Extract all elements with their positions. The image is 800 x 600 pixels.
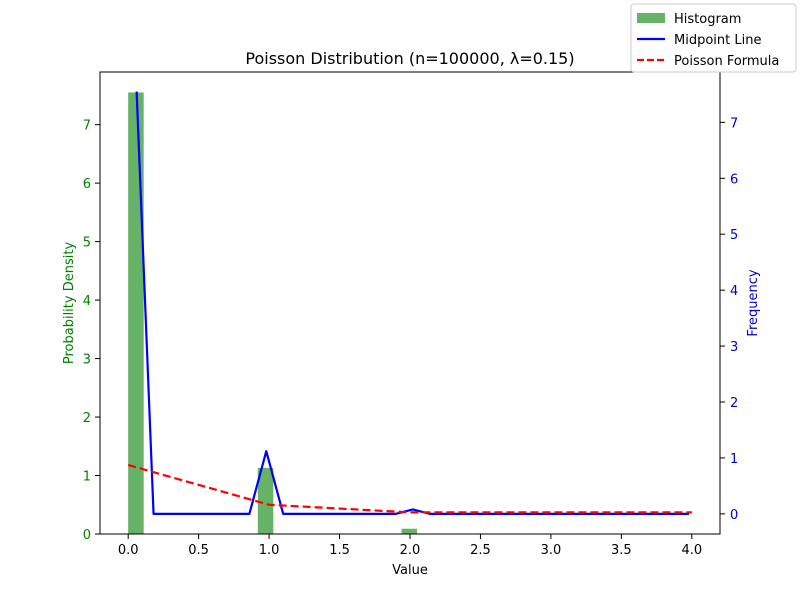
left-y-tick-label: 4 bbox=[83, 294, 91, 309]
right-y-tick-label: 3 bbox=[730, 340, 738, 355]
x-tick-label: 3.0 bbox=[541, 543, 562, 558]
histogram-bar-1 bbox=[257, 467, 274, 534]
right-y-tick-label: 7 bbox=[730, 116, 738, 131]
histogram-bars bbox=[128, 92, 418, 534]
chart-title: Poisson Distribution (n=100000, λ=0.15) bbox=[245, 49, 574, 68]
x-tick-label: 2.5 bbox=[470, 543, 491, 558]
left-y-axis-label: Probability Density bbox=[62, 242, 77, 365]
right-y-tick-label: 2 bbox=[730, 396, 738, 411]
histogram-bar-0 bbox=[128, 92, 144, 534]
x-tick-label: 1.5 bbox=[329, 543, 350, 558]
legend-label-poisson-formula: Poisson Formula bbox=[674, 54, 779, 69]
histogram-bar-2 bbox=[401, 528, 418, 534]
right-y-tick-label: 4 bbox=[730, 284, 738, 299]
left-y-axis-ticks: 0 1 2 3 4 5 6 7 bbox=[83, 119, 100, 543]
legend-label-histogram: Histogram bbox=[674, 12, 741, 27]
legend-swatch-histogram bbox=[637, 13, 665, 23]
right-y-axis-label: Frequency bbox=[746, 269, 761, 336]
midpoint-line bbox=[135, 91, 689, 515]
right-y-tick-label: 6 bbox=[730, 172, 738, 187]
x-tick-label: 4.0 bbox=[681, 543, 702, 558]
left-y-tick-label: 7 bbox=[83, 119, 91, 134]
left-y-tick-label: 2 bbox=[83, 411, 91, 426]
x-tick-label: 3.5 bbox=[611, 543, 632, 558]
right-y-tick-label: 1 bbox=[730, 452, 738, 467]
x-axis-label: Value bbox=[392, 563, 428, 578]
right-y-tick-label: 5 bbox=[730, 228, 738, 243]
x-tick-label: 0.5 bbox=[188, 543, 209, 558]
plot-frame bbox=[99, 71, 721, 535]
legend: Histogram Midpoint Line Poisson Formula bbox=[630, 3, 797, 73]
x-axis-ticks: 0.0 0.5 1.0 1.5 2.0 2.5 3.0 3.5 4.0 bbox=[118, 534, 702, 558]
left-y-tick-label: 6 bbox=[83, 177, 91, 192]
right-y-tick-label: 0 bbox=[730, 508, 738, 523]
right-y-axis-ticks: 0 1 2 3 4 5 6 7 bbox=[720, 116, 738, 523]
legend-box bbox=[630, 3, 797, 73]
x-tick-label: 0.0 bbox=[118, 543, 139, 558]
left-y-tick-label: 0 bbox=[83, 528, 91, 543]
left-y-tick-label: 5 bbox=[83, 236, 91, 251]
series-lines bbox=[127, 91, 692, 515]
left-y-tick-label: 1 bbox=[83, 470, 91, 485]
x-tick-label: 2.0 bbox=[400, 543, 421, 558]
x-tick-label: 1.0 bbox=[259, 543, 280, 558]
poisson-formula-line bbox=[127, 463, 692, 514]
legend-label-midpoint-line: Midpoint Line bbox=[674, 33, 761, 48]
left-y-tick-label: 3 bbox=[83, 353, 91, 368]
